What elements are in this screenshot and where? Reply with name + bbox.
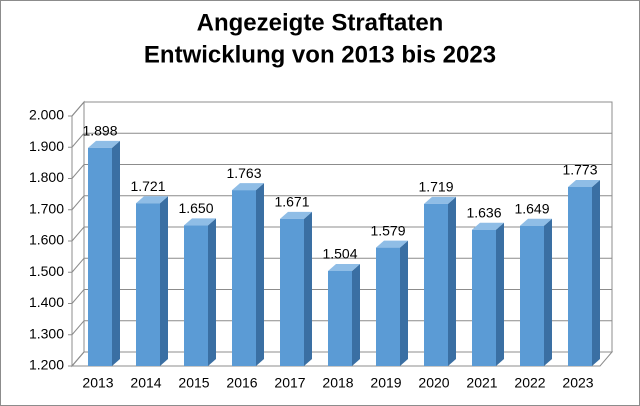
x-tick-label: 2013 (82, 375, 113, 391)
bar-front (376, 247, 400, 366)
bar-front (328, 271, 352, 366)
grid-line (71, 195, 612, 211)
bar-side (496, 222, 504, 366)
bar-top (136, 196, 168, 204)
data-label: 1.649 (514, 200, 549, 216)
bar-side (208, 218, 216, 366)
bar-front (232, 190, 256, 366)
grid-line (71, 164, 612, 179)
bar (328, 264, 360, 366)
y-tick-label: 1.800 (29, 169, 64, 185)
bar-top (328, 264, 360, 271)
bar-front (280, 218, 304, 366)
bar (88, 140, 120, 366)
bar-top (568, 179, 600, 187)
chart-title: Angezeigte Straftaten (197, 9, 444, 36)
x-tick-label: 2018 (322, 375, 353, 391)
grid-line (71, 132, 612, 148)
x-tick-label: 2017 (274, 375, 305, 391)
bar-front (520, 225, 544, 366)
data-label: 1.671 (274, 194, 309, 210)
bar (184, 218, 216, 366)
x-tick-label: 2015 (178, 375, 209, 391)
bar-front (184, 225, 208, 366)
bar (232, 183, 264, 366)
data-label: 1.773 (562, 162, 597, 178)
x-tick-label: 2023 (562, 375, 593, 391)
data-label: 1.650 (178, 200, 213, 216)
bar-top (280, 211, 312, 219)
bar-top (520, 218, 552, 226)
bar (568, 179, 600, 366)
bar (472, 222, 504, 366)
bar-top (424, 196, 456, 204)
x-tick-label: 2016 (226, 375, 257, 391)
y-tick-label: 1.900 (29, 138, 64, 154)
bar-top (472, 222, 504, 230)
bar (280, 211, 312, 366)
bar-top (184, 218, 216, 226)
bar-front (472, 229, 496, 366)
y-tick-label: 1.700 (29, 200, 64, 216)
y-tick-label: 2.000 (29, 107, 64, 123)
y-tick-label: 1.500 (29, 263, 64, 279)
data-label: 1.763 (226, 165, 261, 181)
bar-side (352, 264, 360, 366)
y-tick-label: 1.300 (29, 325, 64, 341)
y-tick-label: 1.200 (29, 357, 64, 373)
bar-side (448, 196, 456, 366)
bar-front (424, 203, 448, 366)
data-label: 1.721 (130, 178, 165, 194)
bar-side (592, 179, 600, 366)
bar (424, 196, 456, 366)
bar-side (400, 240, 408, 366)
x-tick-label: 2022 (514, 375, 545, 391)
bar-side (544, 218, 552, 366)
bar-side (304, 211, 312, 366)
bar-top (376, 240, 408, 248)
bar-front (136, 203, 160, 366)
bar-side (160, 196, 168, 366)
data-label: 1.636 (466, 204, 501, 220)
bar-top (88, 140, 120, 148)
bar (136, 196, 168, 366)
data-label: 1.504 (322, 246, 357, 262)
bar (520, 218, 552, 366)
bar-front (568, 186, 592, 366)
x-tick-label: 2019 (370, 375, 401, 391)
bar-front (88, 147, 112, 366)
data-label: 1.719 (418, 179, 453, 195)
x-tick-label: 2014 (130, 375, 161, 391)
data-label: 1.898 (82, 123, 117, 139)
chart-subtitle: Entwicklung von 2013 bis 2023 (144, 41, 496, 68)
y-tick-label: 1.600 (29, 232, 64, 248)
bar-side (256, 183, 264, 366)
x-tick-label: 2021 (466, 375, 497, 391)
x-tick-label: 2020 (418, 375, 449, 391)
bar-top (232, 183, 264, 191)
data-label: 1.579 (370, 222, 405, 238)
y-tick-label: 1.400 (29, 294, 64, 310)
bar (376, 240, 408, 366)
grid-line (71, 101, 612, 117)
bar-side (112, 140, 120, 366)
